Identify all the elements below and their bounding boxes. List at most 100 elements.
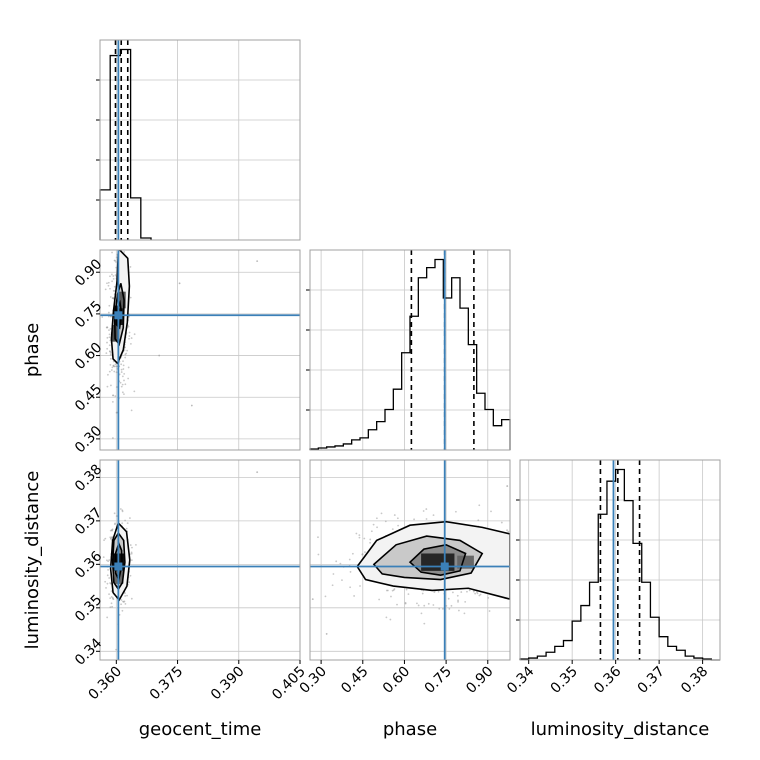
panel-geocent-time-vs-phase-point-134 (122, 360, 124, 363)
panel-geocent-time-vs-phase-truth-marker (114, 311, 123, 320)
panel-geocent-time-vs-luminosity-distance-frame (99, 459, 301, 661)
panel-phase-vs-luminosity-distance-point-142 (512, 521, 514, 523)
panel-phase-vs-luminosity-distance-point-545 (518, 575, 520, 577)
panel-geocent-time-vs-phase-point-218 (129, 296, 132, 299)
panel-phase-vs-luminosity-distance-point-517 (393, 588, 396, 590)
panel-geocent-time-vs-phase-point-254 (115, 266, 118, 269)
x-tick-label-phase-1: 0.45 (338, 664, 371, 697)
panel-geocent-time-vs-phase-contour-0 (110, 250, 131, 365)
panel-geocent-time-vs-phase-point-38 (110, 273, 113, 276)
panel-geocent-time-vs-phase-point-204 (107, 284, 110, 287)
panel-geocent-time-vs-phase-point-257 (106, 336, 109, 339)
panel-geocent-time-vs-phase-point-186 (127, 366, 130, 369)
panel-phase-vs-luminosity-distance-point-316 (353, 595, 356, 597)
panel-phase-vs-luminosity-distance-point-281 (384, 520, 387, 523)
panel-geocent-time-vs-phase-point-98 (111, 251, 113, 254)
hist-step-luminosity-distance (519, 468, 720, 661)
panel-geocent-time-vs-phase-point-31 (108, 336, 111, 339)
panel-geocent-time-vs-phase-point-365 (112, 289, 115, 292)
panel-phase-vs-luminosity-distance-point-442 (540, 568, 542, 570)
panel-geocent-time-vs-luminosity-distance-point-44 (106, 616, 109, 619)
panel-phase-vs-luminosity-distance-point-459 (512, 575, 514, 577)
panel-geocent-time-vs-phase-point-24 (108, 304, 111, 307)
hist-geocent-time-frame (99, 39, 301, 241)
hist-panel-phase (306, 249, 511, 451)
x-tick-label-geocent-time-2: 0.390 (208, 664, 248, 704)
panel-phase-vs-luminosity-distance-point-475 (512, 582, 514, 584)
panel-geocent-time-vs-phase-outlier-1 (158, 354, 161, 357)
panel-phase-vs-luminosity-distance-point-312 (369, 541, 371, 544)
panel-geocent-time-vs-phase-point-194 (122, 247, 124, 249)
panel-geocent-time-vs-phase-point-299 (123, 372, 126, 375)
hist-luminosity-distance-frame (519, 459, 721, 661)
panel-geocent-time-vs-phase-point-332 (109, 363, 112, 366)
panel-phase-vs-luminosity-distance-point-21 (437, 590, 440, 593)
x-tick-label-geocent-time-1: 0.375 (147, 664, 187, 704)
panel-geocent-time-vs-phase-point-237 (129, 266, 132, 268)
panel-geocent-time-vs-luminosity-distance-point-314 (108, 593, 110, 596)
panel-phase-vs-luminosity-distance-point-426 (556, 576, 558, 578)
panel-geocent-time-vs-phase-point-177 (123, 393, 125, 396)
panel-geocent-time-vs-phase-point-293 (112, 277, 115, 280)
x-tick-label-phase-3: 0.75 (422, 664, 455, 697)
panel-phase-vs-luminosity-distance-point-313 (517, 570, 519, 572)
panel-geocent-time-vs-luminosity-distance-point-18 (104, 580, 107, 583)
panel-geocent-time-vs-luminosity-distance-point-97 (109, 606, 112, 609)
panel-geocent-time-vs-phase-outlier-3 (190, 404, 193, 407)
panel-phase-vs-luminosity-distance-point-139 (349, 586, 352, 589)
panel-geocent-time-vs-luminosity-distance-point-308 (105, 587, 107, 589)
panel-geocent-time-vs-luminosity-distance-point-51 (131, 546, 133, 549)
panel-phase-vs-luminosity-distance-point-366 (468, 589, 471, 592)
panel-phase-vs-luminosity-distance-point-61 (358, 534, 361, 537)
panel-phase-vs-luminosity-distance-point-58 (500, 521, 503, 524)
panel-phase-vs-luminosity-distance-point-171 (378, 598, 381, 601)
panel-phase-vs-luminosity-distance-point-542 (566, 569, 568, 571)
x-tick-label-luminosity-distance-0: 0.34 (504, 663, 537, 696)
panel-geocent-time-vs-luminosity-distance-point-191 (107, 560, 110, 563)
panel-geocent-time-vs-phase-point-241 (124, 353, 127, 356)
panel-geocent-time-vs-luminosity-distance-point-36 (119, 508, 122, 510)
panel-geocent-time-vs-phase-point-152 (112, 297, 114, 299)
panel-phase-vs-luminosity-distance-point-85 (451, 591, 454, 594)
hist-phase-frame (309, 249, 511, 451)
panel-phase-vs-luminosity-distance: 0.30 0.45 0.60 0.75 0.90 (286, 459, 568, 697)
panel-geocent-time-vs-phase-point-28 (110, 369, 113, 371)
panel-geocent-time-vs-phase-point-310 (128, 335, 131, 337)
y-axis-label-luminosity-distance: luminosity_distance (22, 471, 43, 650)
panel-geocent-time-vs-phase-point-106 (107, 373, 109, 376)
panel-geocent-time-vs-phase-point-316 (112, 365, 115, 368)
x-tick-label-phase-4: 0.90 (463, 664, 496, 697)
panel-geocent-time-vs-luminosity-distance-point-136 (113, 512, 116, 515)
panel-phase-vs-luminosity-distance-point-591 (341, 579, 343, 582)
panel-geocent-time-vs-phase-point-42 (108, 329, 110, 332)
panel-phase-vs-luminosity-distance-outlier-0 (311, 598, 314, 601)
panel-phase-vs-luminosity-distance-point-89 (348, 558, 351, 561)
panel-geocent-time-vs-luminosity-distance-point-65 (103, 539, 105, 542)
panel-phase-vs-luminosity-distance-point-271 (421, 592, 424, 595)
panel-phase-vs-luminosity-distance-point-589 (397, 524, 400, 527)
panel-phase-vs-luminosity-distance-point-600 (521, 550, 523, 552)
panel-phase-vs-luminosity-distance-point-501 (510, 516, 512, 518)
panel-phase-vs-luminosity-distance-point-388 (438, 607, 441, 610)
panel-phase-vs-luminosity-distance-point-297 (286, 558, 288, 560)
panel-geocent-time-vs-phase-point-306 (119, 381, 122, 384)
panel-geocent-time-vs-phase-point-379 (123, 379, 125, 382)
panel-phase-vs-luminosity-distance-point-168 (416, 602, 418, 605)
panel-phase-vs-luminosity-distance-point-198 (552, 538, 554, 540)
panel-phase-vs-luminosity-distance-point-593 (380, 512, 383, 515)
hist-panel-geocent-time (96, 39, 301, 241)
hist-panel-luminosity-distance: 0.34 0.35 0.36 0.37 0.38 (504, 459, 721, 697)
x-tick-label-geocent-time-0: 0.360 (85, 664, 125, 704)
panel-geocent-time-vs-phase-point-399 (115, 261, 117, 263)
panel-geocent-time-vs-phase-point-39 (126, 349, 129, 352)
panel-phase-vs-luminosity-distance-point-350 (389, 618, 392, 621)
panel-geocent-time-vs-phase-point-291 (109, 327, 112, 330)
panel-phase-vs-luminosity-distance-point-385 (450, 604, 453, 607)
panel-geocent-time-vs-phase-point-21 (115, 386, 118, 388)
panel-phase-vs-luminosity-distance-point-144 (513, 586, 515, 588)
panel-phase-vs-luminosity-distance-frame (309, 459, 511, 661)
panel-phase-vs-luminosity-distance-point-301 (358, 536, 361, 539)
panel-phase-vs-luminosity-distance-point-569 (537, 565, 539, 567)
panel-geocent-time-vs-phase-point-122 (104, 288, 107, 291)
panel-geocent-time-vs-phase-point-258 (113, 285, 116, 288)
